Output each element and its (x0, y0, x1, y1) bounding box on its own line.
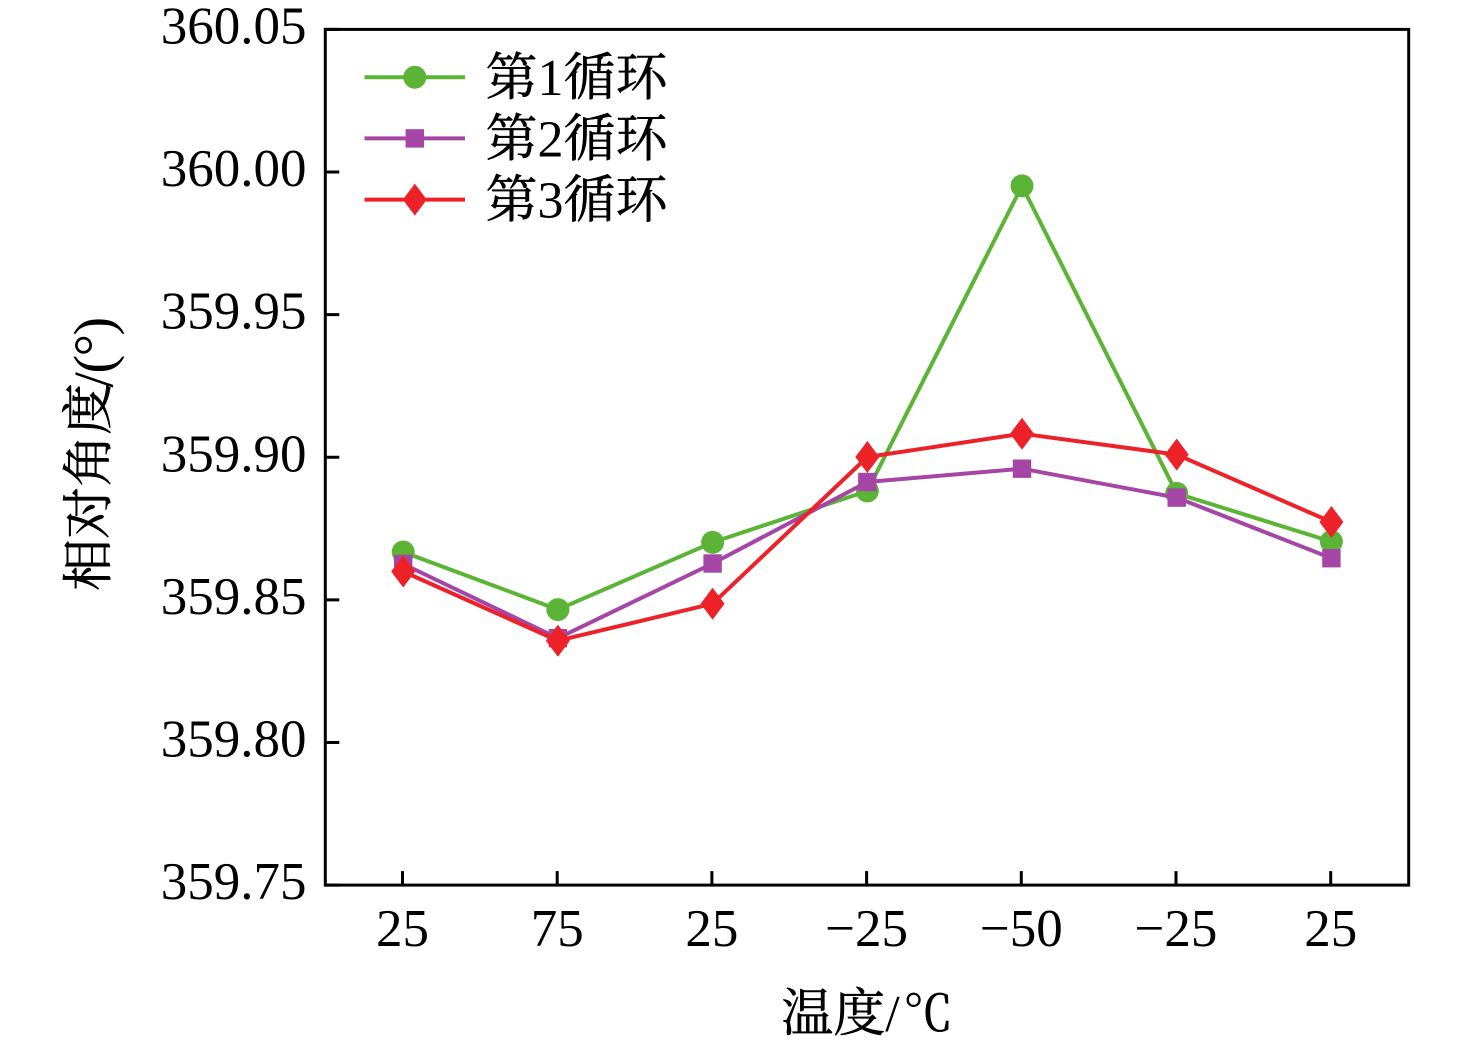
svg-text:2: 2 (538, 111, 564, 168)
svg-text:25: 25 (1304, 900, 1357, 958)
svg-text:359.85: 359.85 (161, 568, 307, 626)
svg-text:25: 25 (685, 900, 738, 958)
svg-text:/: / (885, 986, 900, 1043)
svg-text:359.75: 359.75 (161, 853, 307, 911)
svg-text:−25: −25 (1135, 900, 1218, 958)
svg-text:/(°): /(°) (63, 318, 125, 387)
svg-text:−25: −25 (825, 900, 908, 958)
svg-text:1: 1 (538, 50, 564, 107)
svg-text:360.05: 360.05 (161, 0, 307, 55)
svg-text:75: 75 (531, 900, 584, 958)
svg-text:3: 3 (538, 173, 564, 230)
svg-text:−50: −50 (980, 900, 1063, 958)
svg-text:359.90: 359.90 (161, 425, 307, 483)
svg-text:25: 25 (376, 900, 429, 958)
svg-text:359.95: 359.95 (161, 283, 307, 341)
svg-text:360.00: 360.00 (161, 140, 307, 198)
svg-text:359.80: 359.80 (161, 711, 307, 769)
